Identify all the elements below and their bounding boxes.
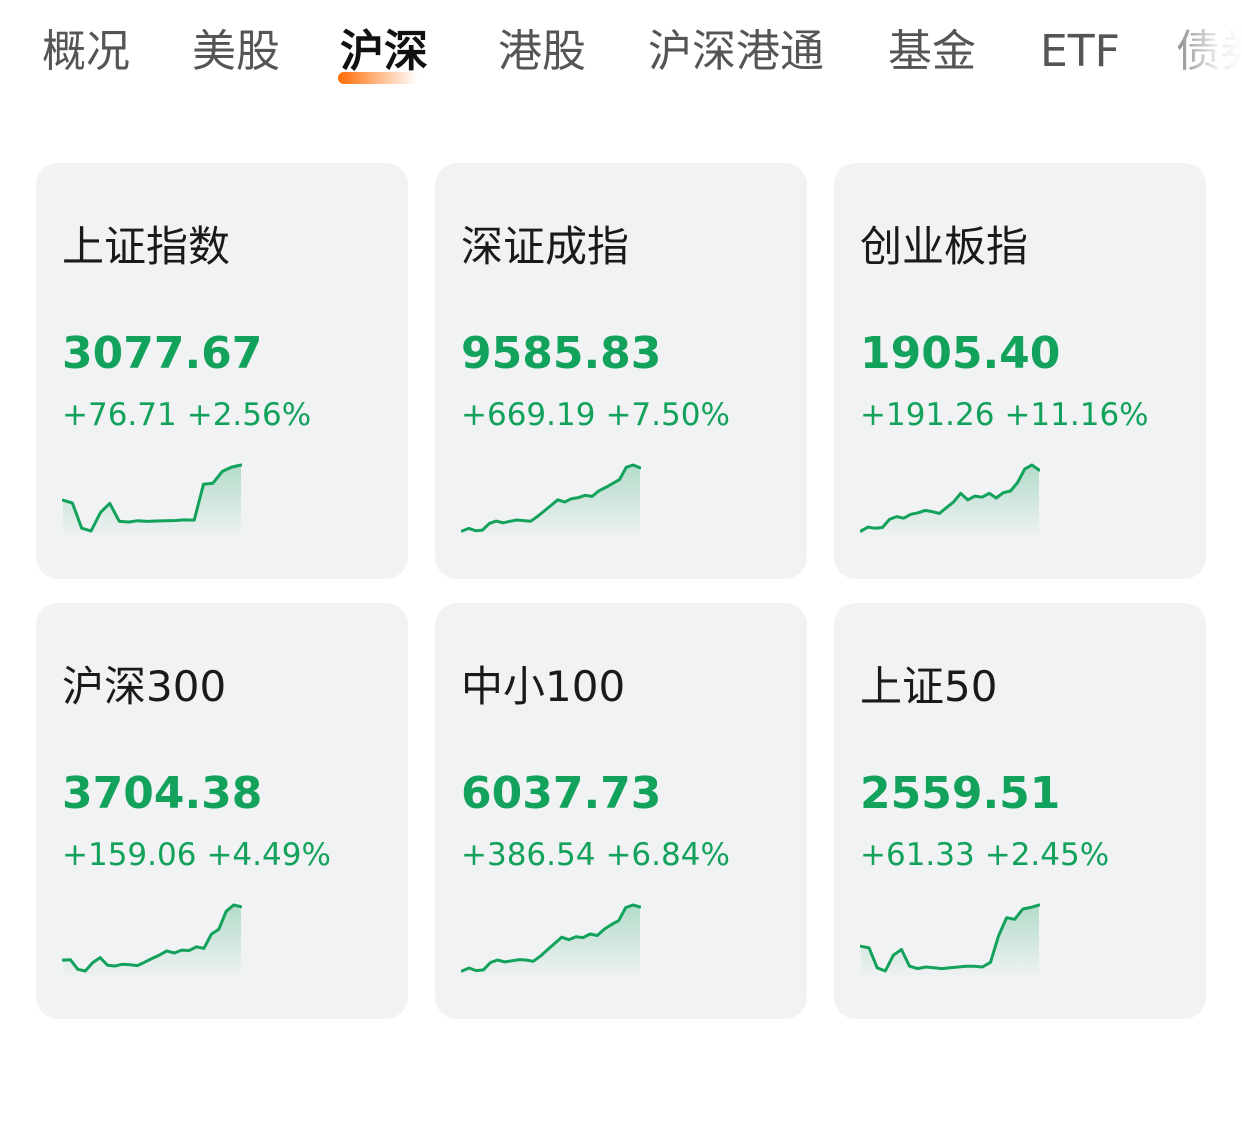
index-price: 6037.73 (461, 768, 662, 819)
index-name: 中小100 (461, 662, 626, 711)
tab-shanghai-shenzhen[interactable]: 沪深 (340, 26, 428, 77)
sparkline-area (462, 905, 640, 979)
index-price: 3077.67 (62, 328, 263, 379)
tab-hong-kong[interactable]: 港股 (498, 26, 586, 77)
sparkline-line (62, 463, 242, 533)
index-change-row: +386.54 +6.84% (461, 835, 730, 875)
index-card-szse-component[interactable]: 深证成指 9585.83 +669.19 +7.50% (435, 163, 807, 579)
index-price: 3704.38 (62, 768, 263, 819)
tab-etf[interactable]: ETF (1040, 26, 1120, 77)
index-sparkline (461, 463, 641, 539)
index-name: 上证50 (860, 662, 998, 711)
index-change-row: +61.33 +2.45% (860, 835, 1109, 875)
index-change-row: +669.19 +7.50% (461, 395, 730, 435)
index-name: 沪深300 (62, 662, 227, 711)
index-change-percent: +2.56% (186, 397, 312, 433)
index-name: 创业板指 (860, 222, 1029, 271)
index-change-percent: +11.16% (1004, 397, 1149, 433)
index-price: 9585.83 (461, 328, 662, 379)
index-card-sse-50[interactable]: 上证50 2559.51 +61.33 +2.45% (834, 603, 1206, 1019)
index-sparkline (62, 903, 242, 979)
index-price: 1905.40 (860, 328, 1061, 379)
index-change-percent: +6.84% (605, 837, 730, 873)
index-change-row: +76.71 +2.56% (62, 395, 311, 435)
index-change-percent: +4.49% (206, 837, 331, 873)
index-change-value: +386.54 (461, 837, 596, 873)
sparkline-line (860, 903, 1040, 973)
index-change-value: +76.71 (62, 397, 177, 433)
index-sparkline (62, 463, 242, 539)
index-price: 2559.51 (860, 768, 1061, 819)
index-card-csi-300[interactable]: 沪深300 3704.38 +159.06 +4.49% (36, 603, 408, 1019)
index-name: 上证指数 (62, 222, 231, 271)
sparkline-line (461, 463, 641, 533)
index-change-value: +191.26 (860, 397, 995, 433)
sparkline-area (462, 465, 640, 539)
index-change-value: +159.06 (62, 837, 197, 873)
sparkline-area (63, 905, 241, 979)
index-change-percent: +2.45% (984, 837, 1110, 873)
index-change-percent: +7.50% (605, 397, 730, 433)
sparkline-line (860, 463, 1040, 533)
sparkline-area (861, 465, 1039, 539)
sparkline-line (461, 903, 641, 973)
index-change-row: +191.26 +11.16% (860, 395, 1149, 435)
index-name: 深证成指 (461, 222, 630, 271)
index-change-value: +61.33 (860, 837, 975, 873)
tab-overview[interactable]: 概况 (42, 26, 130, 77)
sparkline-area (63, 465, 241, 539)
index-card-sme-100[interactable]: 中小100 6037.73 +386.54 +6.84% (435, 603, 807, 1019)
tab-stock-connect[interactable]: 沪深港通 (648, 26, 824, 77)
index-sparkline (860, 463, 1040, 539)
index-change-row: +159.06 +4.49% (62, 835, 331, 875)
tab-funds[interactable]: 基金 (888, 26, 976, 77)
market-tab-bar: 概况 美股 沪深 港股 沪深港通 基金 ETF 债券 (0, 0, 1242, 110)
sparkline-line (62, 903, 242, 973)
active-tab-indicator (338, 72, 418, 84)
index-sparkline (461, 903, 641, 979)
tab-us-stocks[interactable]: 美股 (192, 26, 280, 77)
index-card-chinext[interactable]: 创业板指 1905.40 +191.26 +11.16% (834, 163, 1206, 579)
index-card-sse-composite[interactable]: 上证指数 3077.67 +76.71 +2.56% (36, 163, 408, 579)
index-change-value: +669.19 (461, 397, 596, 433)
index-sparkline (860, 903, 1040, 979)
tab-bonds[interactable]: 债券 (1176, 26, 1242, 77)
